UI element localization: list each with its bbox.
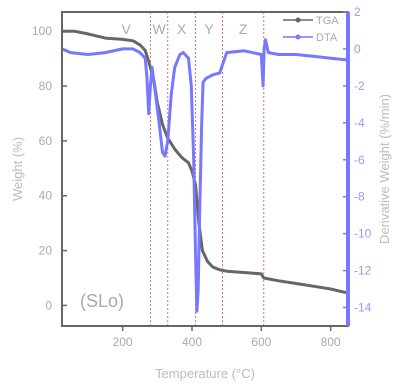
y-tick-label-20: 20: [39, 244, 53, 258]
zone-label-y: Y: [204, 21, 214, 37]
y2-tick-label--8: -8: [354, 190, 365, 204]
y2-tick-label-2: 2: [354, 5, 361, 19]
y2-axis-ticks: 2 0 -2 -4 -6 -8 -10 -12 -14: [343, 5, 372, 315]
zone-label-v: V: [122, 21, 132, 37]
sample-annotation: (SLo): [80, 291, 124, 311]
y2-tick-label--12: -12: [354, 264, 372, 278]
x-tick-label-600: 600: [251, 335, 271, 349]
y-tick-label-60: 60: [39, 134, 53, 148]
legend-item-dta: DTA: [283, 32, 338, 44]
legend-item-tga: TGA: [283, 15, 339, 27]
x-tick-label-800: 800: [321, 335, 341, 349]
y2-axis-title: Derivative Weight (%/min): [377, 94, 392, 244]
y2-tick-label--2: -2: [354, 79, 365, 93]
y2-tick-label--4: -4: [354, 116, 365, 130]
y-axis-title: Weight (%): [10, 137, 25, 201]
y2-tick-label--14: -14: [354, 301, 372, 315]
x-tick-label-200: 200: [113, 335, 133, 349]
series-line-tga: [62, 29, 349, 295]
series-line-dta: [61, 38, 349, 313]
legend-label-tga: TGA: [316, 15, 339, 27]
legend-label-dta: DTA: [316, 32, 338, 44]
y2-tick-label--10: -10: [354, 227, 372, 241]
y-tick-label-80: 80: [39, 79, 53, 93]
x-tick-label-400: 400: [182, 335, 202, 349]
y-tick-label-100: 100: [32, 24, 52, 38]
legend-marker-tga: [295, 17, 301, 23]
y-axis-ticks: 0 20 40 60 80 100: [32, 24, 67, 312]
zone-label-w: W: [152, 21, 166, 37]
legend: TGA DTA: [283, 15, 339, 44]
zone-label-z: Z: [239, 21, 248, 37]
zone-boundaries: [149, 12, 265, 326]
x-axis-title: Temperature (°C): [155, 366, 255, 381]
zone-label-x: X: [177, 21, 187, 37]
y2-tick-label-0: 0: [354, 42, 361, 56]
y-tick-label-40: 40: [39, 189, 53, 203]
plot-frame: [61, 11, 349, 327]
y2-tick-label--6: -6: [354, 153, 365, 167]
y-tick-label-0: 0: [45, 298, 52, 312]
legend-marker-dta: [295, 34, 301, 40]
series-lines: [61, 29, 349, 313]
x-axis-ticks: 200 400 600 800: [113, 326, 341, 349]
